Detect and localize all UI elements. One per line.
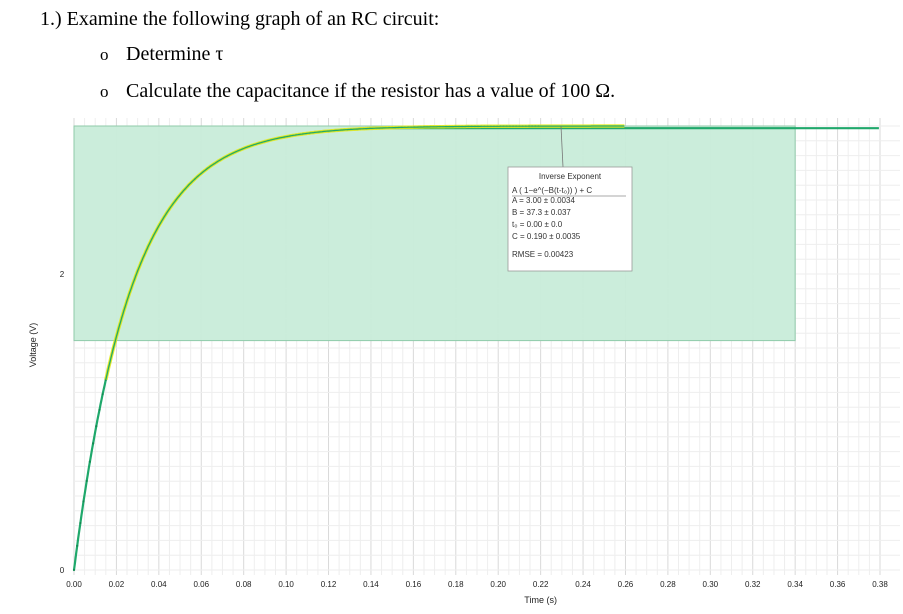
fit-parameter: C = 0.190 ± 0.0035 [512,232,581,241]
fit-name: Inverse Exponent [539,172,602,181]
data-point [101,393,104,396]
fit-box-leader [560,126,564,168]
bullet-text: Determine τ [126,43,224,65]
x-tick-label: 0.00 [66,580,82,589]
fit-parameter: A = 3.00 ± 0.0034 [512,196,575,205]
y-tick-label: 0 [60,566,65,575]
bullet-text: Calculate the capacitance if the resisto… [126,80,616,102]
fit-parameter: t₀ = 0.00 ± 0.0 [512,220,563,229]
bullet-item-capacitance: o Calculate the capacitance if the resist… [100,80,615,103]
x-tick-label: 0.02 [109,580,125,589]
x-tick-label: 0.18 [448,580,464,589]
x-tick-label: 0.16 [406,580,422,589]
bullet-item-determine-tau: o Determine τ [100,43,223,66]
x-tick-label: 0.06 [193,580,209,589]
data-point [88,460,91,463]
fit-formula: A ( 1−e^(−B(t-t₀)) ) + C [512,186,592,195]
x-tick-label: 0.20 [490,580,506,589]
x-tick-label: 0.32 [745,580,761,589]
data-point [76,544,79,547]
data-point [72,568,76,572]
data-point [98,408,101,411]
fit-parameter: RMSE = 0.00423 [512,250,574,259]
data-point [95,425,98,428]
data-point [85,479,88,483]
x-tick-label: 0.10 [278,580,294,589]
fit-parameters-box[interactable]: Inverse Exponent A ( 1−e^(−B(t-t₀)) ) + C… [507,166,633,272]
fit-box-background [507,166,633,272]
x-tick-label: 0.34 [787,580,803,589]
x-tick-label: 0.38 [872,580,888,589]
bullet-mark: o [100,45,109,64]
data-point [79,521,82,525]
x-tick-label: 0.04 [151,580,167,589]
x-tick-label: 0.24 [575,580,591,589]
x-tick-label: 0.36 [830,580,846,589]
x-tick-label: 0.14 [363,580,379,589]
y-tick-label: 2 [60,270,65,279]
fit-curve [104,124,625,381]
fit-parameter: B = 37.3 ± 0.037 [512,208,571,217]
x-tick-label: 0.26 [618,580,634,589]
data-line-overlay [105,125,625,380]
x-tick-label: 0.12 [321,580,337,589]
bullet-mark: o [100,82,109,101]
x-tick-label: 0.22 [533,580,549,589]
data-point [92,442,95,445]
x-tick-labels: 0.00 0.02 0.04 0.06 0.08 0.10 0.12 0.14 0.16 0.18… [66,580,888,589]
y-axis-label: Voltage (V) [28,323,38,368]
selection-region[interactable] [73,125,796,342]
data-point [82,500,85,503]
x-tick-label: 0.28 [660,580,676,589]
question-title: 1.) Examine the following graph of an RC… [40,8,440,30]
x-axis-label: Time (s) [524,595,557,605]
x-tick-label: 0.30 [703,580,719,589]
y-tick-labels: 02 [60,270,65,575]
x-tick-label: 0.08 [236,580,252,589]
